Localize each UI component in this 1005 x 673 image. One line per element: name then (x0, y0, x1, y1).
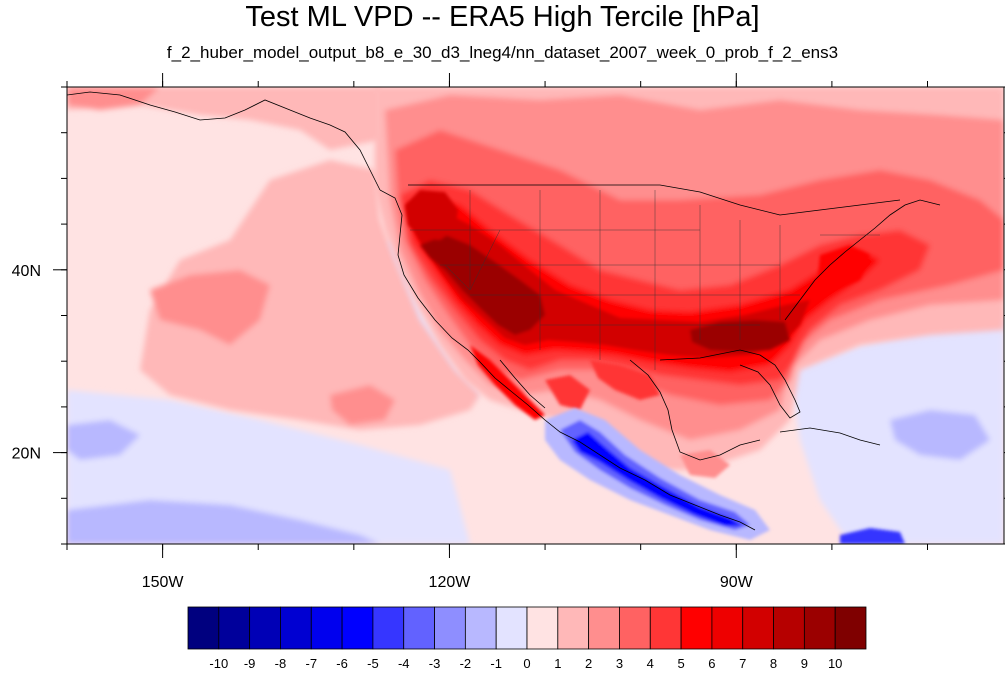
x-tick-label: 90W (720, 574, 754, 591)
red-plus6-mexico-coast (470, 345, 545, 420)
colorbar-label: -9 (244, 656, 256, 671)
vpd-field (67, 87, 1004, 544)
colorbar-label: -6 (336, 656, 348, 671)
colorbar-label: 3 (616, 656, 623, 671)
colorbar-label: 2 (585, 656, 592, 671)
colorbar-swatch (464, 606, 497, 650)
colorbar-label: -10 (209, 656, 228, 671)
colorbar-swatch (403, 606, 435, 650)
blue-minus2-region-ne (890, 410, 990, 460)
colorbar-label: 6 (708, 656, 715, 671)
colorbar-swatch (372, 606, 405, 650)
red-plus9-west (420, 235, 545, 335)
red-plus7-northwest (405, 190, 458, 240)
colorbar-swatch (526, 606, 559, 650)
colorbar-swatch (434, 606, 466, 650)
colorbar-label: -4 (398, 656, 410, 671)
colorbar-label: 1 (554, 656, 561, 671)
colorbar-label: 7 (739, 656, 746, 671)
colorbar-label: -1 (490, 656, 502, 671)
red-plus6-east-coast (818, 245, 870, 290)
colorbar-label: 9 (801, 656, 808, 671)
pink-plus2-pacific-blob (150, 270, 270, 345)
colorbar-swatch (249, 606, 281, 650)
blue-minus5-mexico-band (572, 432, 742, 526)
colorbar-swatch (773, 606, 805, 650)
colorbar-swatch (803, 606, 836, 650)
colorbar-swatch (711, 606, 744, 650)
colorbar-swatch (341, 606, 374, 650)
colorbar-swatch (218, 606, 251, 650)
colorbar-label: 8 (770, 656, 777, 671)
colorbar-label: -8 (275, 656, 287, 671)
blue-minus1-coast-strip (378, 240, 480, 400)
colorbar-label: -2 (460, 656, 472, 671)
colorbar-label: 10 (828, 656, 842, 671)
x-tick-label: 150W (142, 574, 185, 591)
colorbar-swatch (649, 606, 682, 650)
colorbar-swatch (557, 606, 590, 650)
coastlines (67, 91, 941, 531)
pink-plus1-pacific (140, 160, 480, 430)
colorbar-label: 0 (523, 656, 530, 671)
pink-plus1-north (67, 87, 380, 150)
colorbar-label: -7 (305, 656, 317, 671)
blue-minus2-region-sw2 (67, 420, 140, 460)
colorbar-swatch (310, 606, 343, 650)
pink-plus2-alaska (67, 87, 160, 110)
colorbar: -10 -9 -8 -7 -6 -5 -4 -3 -2 -1 0 1 2 3 4 5 6 7 8 9 10 (187, 606, 867, 671)
red-plus4-mexico-gulf (545, 375, 590, 410)
colorbar-swatch (495, 606, 528, 650)
colorbar-swatch (680, 606, 713, 650)
state-boundaries (410, 190, 880, 370)
red-plus5-texas (590, 360, 660, 400)
colorbar-label: -3 (429, 656, 441, 671)
y-tick-label: 40N (12, 263, 41, 280)
colorbar-swatch (588, 606, 620, 650)
blue-minus4-mexico-band (560, 420, 750, 530)
x-tick-label: 120W (429, 574, 472, 591)
blue-minus2-region-sw (67, 500, 380, 544)
map-subtitle: f_2_huber_model_output_b8_e_30_d3_lneg4/… (166, 43, 839, 62)
colorbar-swatch (742, 606, 774, 650)
blue-minus3-south-edge (840, 528, 905, 544)
colorbar-swatch (834, 606, 867, 650)
colorbar-label: 5 (677, 656, 684, 671)
y-tick-label: 20N (12, 446, 41, 463)
colorbar-swatch (619, 606, 651, 650)
map-axes: 150W 120W 90W 20N 40N (12, 73, 1005, 591)
map-title: Test ML VPD -- ERA5 High Tercile [hPa] (245, 1, 760, 33)
colorbar-label: 4 (647, 656, 654, 671)
colorbar-swatch (187, 606, 220, 650)
colorbar-label: -5 (367, 656, 379, 671)
colorbar-swatch (280, 606, 312, 650)
pink-plus2-pacific-blob2 (330, 385, 395, 425)
